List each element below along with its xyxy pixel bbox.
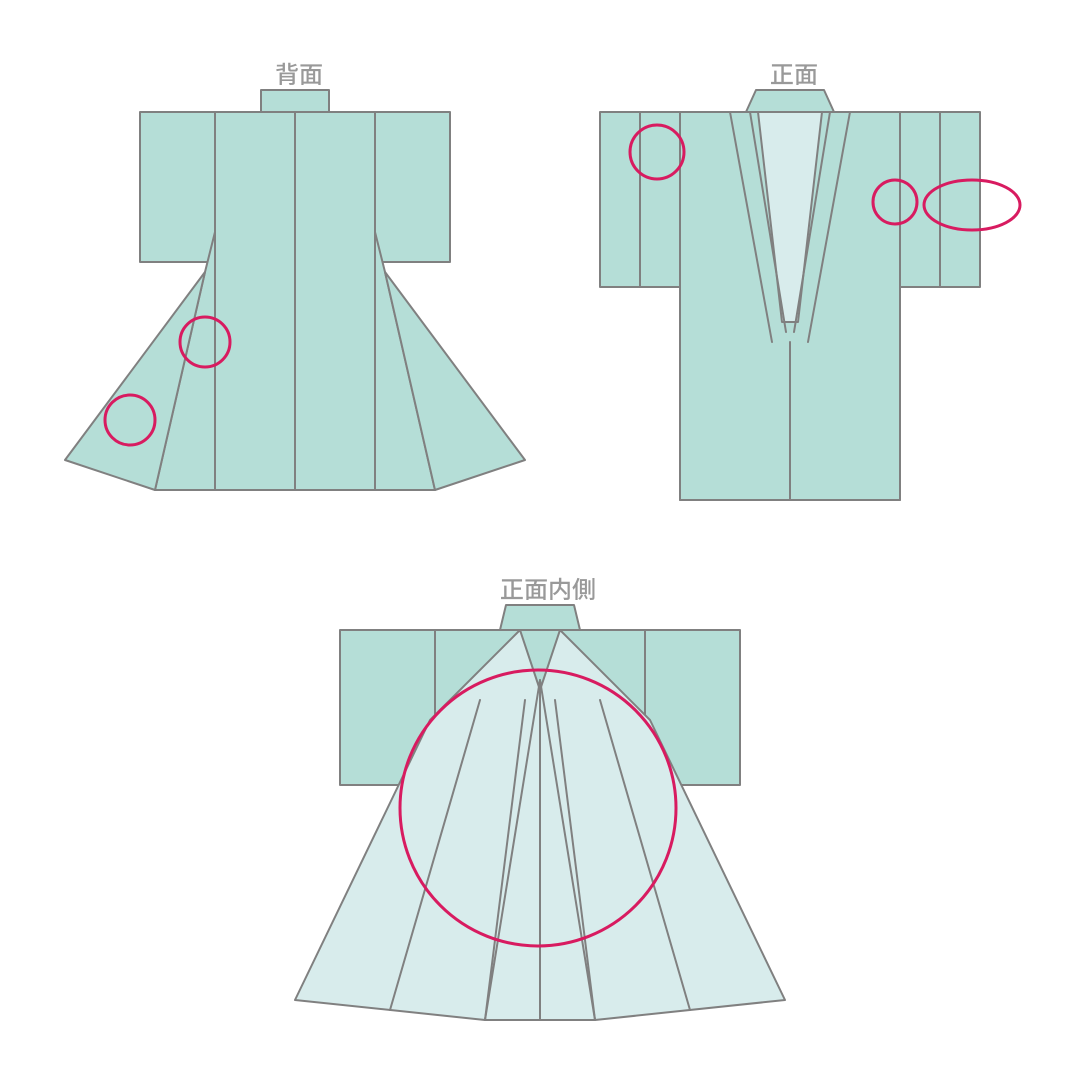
diagram-canvas <box>0 0 1080 1080</box>
kimono-back <box>65 90 525 490</box>
kimono-front <box>600 90 980 500</box>
kimono-inner <box>295 605 785 1020</box>
